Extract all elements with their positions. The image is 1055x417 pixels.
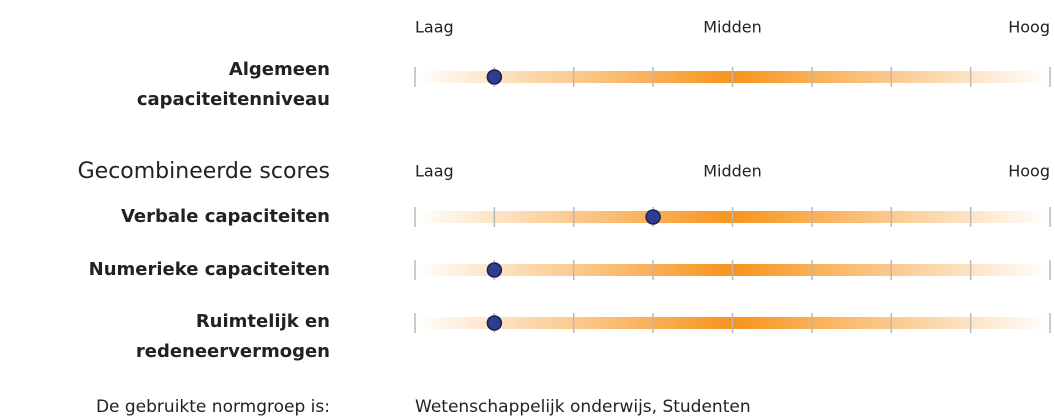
scale-label: Midden [703,18,762,37]
section-heading: Gecombineerde scores [78,159,330,184]
scale-label: Midden [703,162,762,181]
footer-label: De gebruikte normgroep is: [96,397,330,417]
score-dot [486,262,503,278]
scale-label: Laag [415,162,454,181]
scale-label: Hoog [1008,18,1050,37]
score-dot [486,315,503,331]
scale-label: Hoog [1008,162,1050,181]
row-label: capaciteitenniveau [137,89,330,110]
row-label: Numerieke capaciteiten [89,259,330,280]
footer-value: Wetenschappelijk onderwijs, Studenten [415,397,751,417]
row-label: Algemeen [229,59,330,80]
row-label: Verbale capaciteiten [121,206,330,227]
row-label: Ruimtelijk en [196,311,330,332]
score-dot [486,69,503,85]
score-dot [645,209,661,225]
row-label: redeneervermogen [136,341,330,362]
scale-label: Laag [415,18,454,37]
